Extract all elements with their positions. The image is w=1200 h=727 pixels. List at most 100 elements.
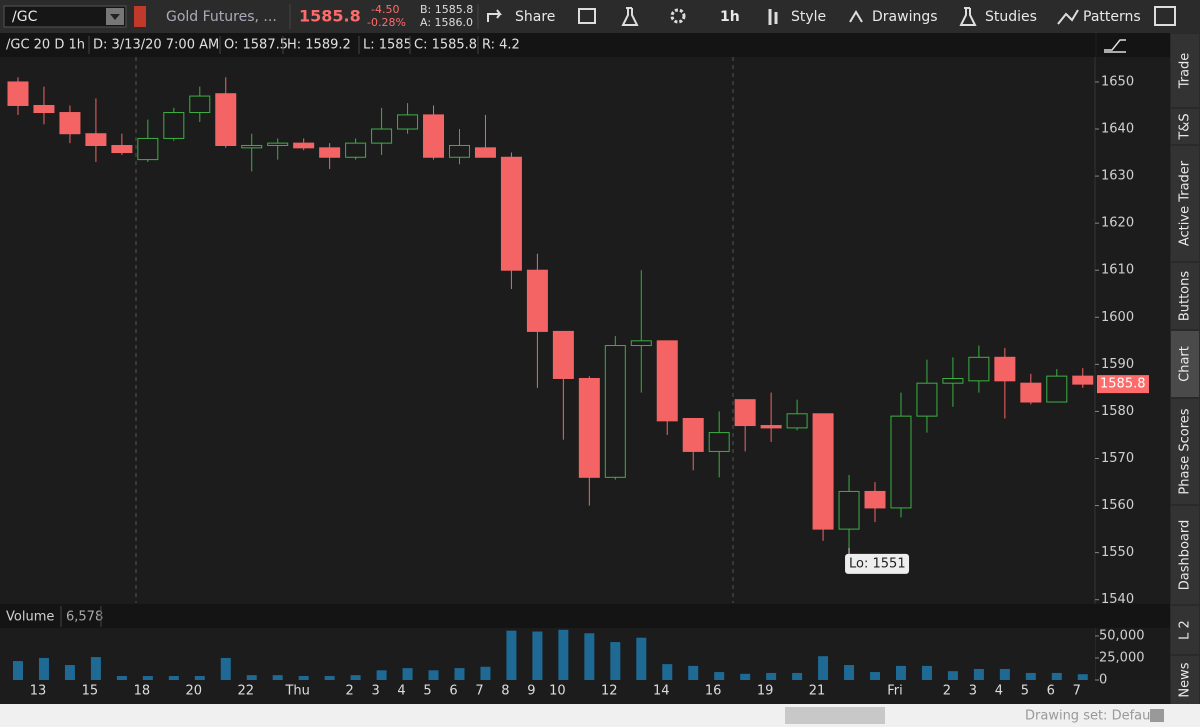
flag-icon[interactable]	[578, 8, 596, 24]
candle-body	[682, 417, 704, 452]
side-tab-label: Trade	[1178, 53, 1193, 90]
volume-bar	[999, 668, 1010, 680]
y-tick-label: 1560	[1101, 498, 1134, 513]
x-tick-label: 2	[345, 684, 353, 699]
volume-bar	[246, 675, 257, 680]
x-tick-label: 6	[449, 684, 457, 699]
volume-bar	[90, 657, 101, 680]
side-tab[interactable]	[1171, 109, 1199, 144]
volume-bar	[895, 665, 906, 680]
candle-body	[708, 432, 730, 452]
x-tick-label: 22	[237, 684, 254, 699]
bid: B: 1585.8	[420, 3, 473, 16]
info-item: /GC 20 D 1h	[6, 38, 85, 53]
side-tab[interactable]	[1171, 263, 1199, 329]
toolbar	[0, 0, 1200, 33]
candle-body	[85, 133, 107, 146]
axis-header	[1097, 33, 1170, 57]
x-tick-label: 18	[134, 684, 151, 699]
scroll-thumb[interactable]	[785, 707, 885, 724]
side-tab-label: Dashboard	[1178, 520, 1193, 591]
volume-bar	[740, 673, 751, 680]
side-tab-label: Active Trader	[1178, 160, 1193, 246]
x-tick-label: 19	[757, 684, 774, 699]
side-tab-label: Chart	[1178, 346, 1193, 382]
share-button[interactable]: Share	[515, 9, 555, 25]
candle-body	[267, 142, 289, 146]
drawing-set-dropdown[interactable]	[1150, 709, 1164, 722]
drawings-icon	[849, 10, 863, 23]
candle-body	[994, 356, 1016, 382]
description: Gold Futures, ...	[166, 9, 277, 25]
volume-bar	[142, 676, 153, 680]
x-tick-label: 2	[943, 684, 951, 699]
candle-body	[163, 112, 185, 139]
volume-bar	[688, 665, 699, 680]
flask-icon[interactable]	[621, 7, 639, 26]
info-bar	[0, 33, 1095, 57]
side-tab-label: L 2	[1178, 620, 1193, 640]
x-tick-label: 3	[969, 684, 977, 699]
studies-icon	[959, 7, 977, 26]
y-tick-label: 1630	[1101, 169, 1134, 184]
side-tab-label: Buttons	[1178, 271, 1193, 322]
y-tick-label: 1590	[1101, 357, 1134, 372]
volume-bar	[194, 676, 205, 680]
style-icon	[768, 9, 778, 25]
side-tab[interactable]	[1171, 331, 1199, 397]
side-tab-label: T&S	[1178, 113, 1193, 140]
y-tick-label: 25,000	[1099, 650, 1145, 665]
patterns-button[interactable]: Patterns	[1083, 9, 1141, 25]
volume-bar	[480, 666, 491, 680]
candle-body	[241, 144, 263, 149]
axis-icon[interactable]	[1104, 39, 1126, 53]
candle-body	[500, 156, 522, 271]
style-button[interactable]: Style	[791, 9, 826, 25]
candle-body	[968, 356, 990, 382]
x-tick-label: 6	[1047, 684, 1055, 699]
volume-bar	[38, 657, 49, 680]
side-tab[interactable]	[1171, 656, 1199, 704]
drawing-set: Drawing set: Default	[1025, 709, 1159, 724]
y-tick-label: 1620	[1101, 216, 1134, 231]
link-badge[interactable]	[134, 6, 146, 27]
side-tab[interactable]	[1171, 399, 1199, 504]
x-tick-label: 3	[371, 684, 379, 699]
volume-bar	[116, 676, 127, 680]
y-tick-label: 1550	[1101, 545, 1134, 560]
info-item: D: 3/13/20 7:00 AM	[93, 38, 219, 53]
x-tick-label: 9	[527, 684, 535, 699]
candle-body	[397, 114, 419, 130]
side-tab[interactable]	[1171, 146, 1199, 261]
candle-body	[345, 142, 367, 158]
x-tick-label: 13	[30, 684, 47, 699]
volume-bar	[64, 665, 75, 680]
x-tick-label: 20	[186, 684, 203, 699]
info-items: /GC 20 D 1h D: 3/13/20 7:00 AM O: 1587.5H:…	[6, 36, 520, 54]
x-tick-label: 7	[1073, 684, 1081, 699]
last-price-tag	[1097, 375, 1149, 394]
window-icon[interactable]	[1154, 6, 1176, 26]
side-tab[interactable]	[1171, 606, 1199, 654]
share-icon	[487, 9, 502, 22]
volume-bar	[610, 642, 621, 680]
drawings-button[interactable]: Drawings	[872, 9, 938, 25]
volume-bar	[402, 668, 413, 680]
candle-body	[786, 413, 808, 429]
x-tick-label: 12	[601, 684, 618, 699]
last-price: 1585.8	[299, 7, 361, 26]
candle-body	[1072, 375, 1094, 385]
x-tick-label: 7	[475, 684, 483, 699]
symbol-box[interactable]	[3, 5, 127, 28]
settings-icon[interactable]	[670, 8, 686, 24]
timeframe-button[interactable]: 1h	[720, 9, 740, 25]
candle-body	[526, 269, 548, 332]
x-tick-label: 16	[705, 684, 722, 699]
side-tab[interactable]	[1171, 34, 1199, 107]
studies-button[interactable]: Studies	[985, 9, 1037, 25]
volume-bar	[766, 672, 777, 680]
candle-body	[423, 114, 445, 158]
volume-bar	[13, 661, 23, 680]
side-tab[interactable]	[1171, 506, 1199, 604]
candle-body	[838, 490, 860, 530]
